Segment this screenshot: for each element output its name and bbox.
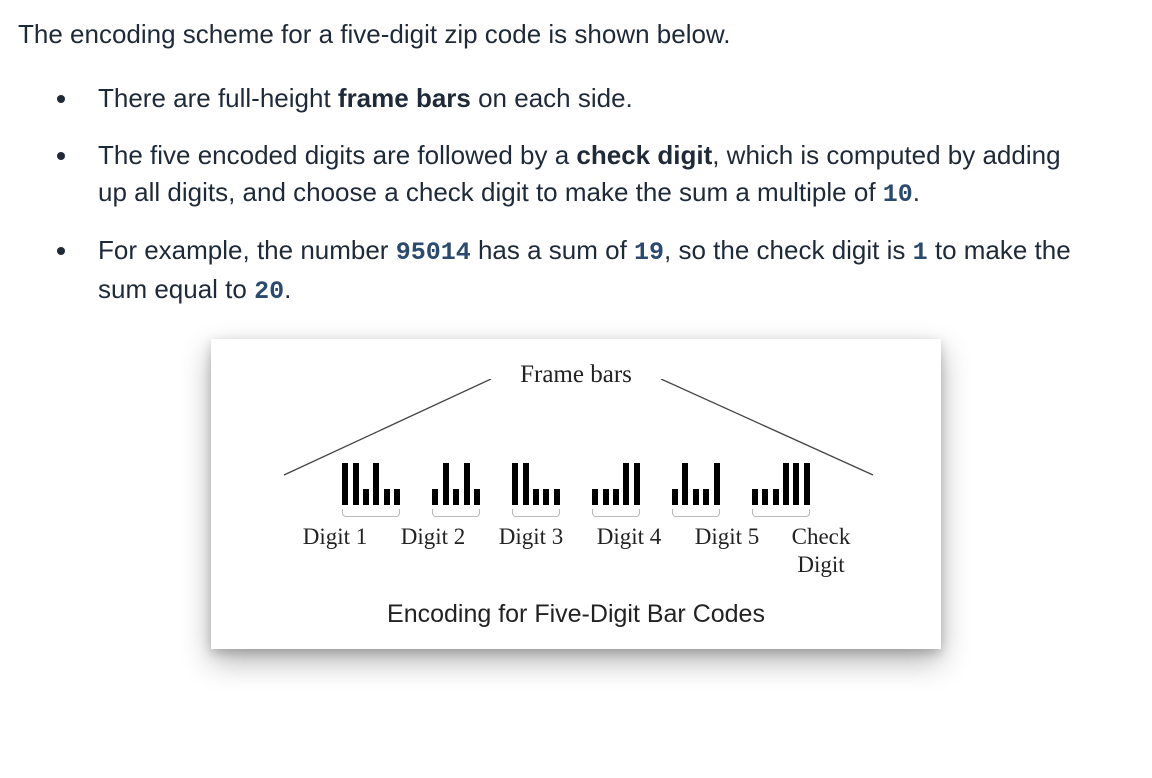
bar — [773, 489, 779, 505]
group-underline — [432, 509, 480, 517]
text: . — [284, 274, 291, 304]
bar — [342, 463, 348, 505]
figure-caption: Encoding for Five-Digit Bar Codes — [211, 600, 941, 629]
bar-group-5 — [670, 463, 722, 507]
group-underline — [672, 509, 720, 517]
bar — [443, 463, 449, 505]
bar — [543, 489, 549, 505]
barcode-figure: Frame bars Digit 1Digit 2Digit 3Digit 4D… — [211, 339, 941, 649]
bar — [762, 489, 768, 505]
digit-label: Check Digit — [782, 523, 860, 578]
text: , so the check digit is — [664, 235, 913, 265]
bar-group-4 — [590, 463, 642, 507]
bar — [623, 463, 629, 505]
bold-frame-bars: frame bars — [338, 83, 471, 113]
barcode-bars-row — [211, 447, 941, 507]
text: For example, the number — [98, 235, 396, 265]
bar — [363, 489, 369, 505]
bar — [373, 463, 379, 505]
bar — [703, 489, 709, 505]
bar — [783, 463, 789, 505]
digit-label: Digit 3 — [488, 523, 574, 578]
text: . — [913, 177, 920, 207]
bar — [592, 489, 598, 505]
text: The five encoded digits are followed by … — [98, 140, 576, 170]
group-underline — [752, 509, 810, 517]
bar — [793, 463, 799, 505]
bar — [682, 463, 688, 505]
code-20: 20 — [254, 277, 284, 306]
code-19: 19 — [634, 238, 664, 267]
code-95014: 95014 — [396, 238, 471, 267]
bar-group-6 — [750, 463, 812, 507]
bar-group-2 — [430, 463, 482, 507]
bar — [453, 489, 459, 505]
bar — [613, 489, 619, 505]
bar — [693, 489, 699, 505]
group-underline — [592, 509, 640, 517]
bar — [432, 489, 438, 505]
bar — [384, 489, 390, 505]
bar — [533, 489, 539, 505]
text: on each side. — [471, 83, 633, 113]
bar — [523, 463, 529, 505]
text: There are full-height — [98, 83, 338, 113]
bar — [752, 489, 758, 505]
bar — [394, 489, 400, 505]
intro-text: The encoding scheme for a five-digit zip… — [18, 18, 1134, 52]
bar — [603, 489, 609, 505]
text: has a sum of — [471, 235, 634, 265]
bar-group-1 — [340, 463, 402, 507]
frame-bars-label: Frame bars — [510, 361, 642, 389]
bullet-3: For example, the number 95014 has a sum … — [80, 232, 1090, 309]
bullet-2: The five encoded digits are followed by … — [80, 137, 1090, 212]
bar — [634, 463, 640, 505]
bar — [464, 463, 470, 505]
digit-label: Digit 2 — [390, 523, 476, 578]
bar — [714, 463, 720, 505]
bar-group-3 — [510, 463, 562, 507]
bar — [353, 463, 359, 505]
group-underline — [342, 509, 400, 517]
bar — [474, 489, 480, 505]
bar — [804, 463, 810, 505]
code-10: 10 — [883, 180, 913, 209]
digit-labels-row: Digit 1Digit 2Digit 3Digit 4Digit 5Check… — [211, 523, 941, 578]
code-1: 1 — [913, 238, 928, 267]
digit-label: Digit 1 — [292, 523, 378, 578]
bold-check-digit: check digit — [576, 140, 712, 170]
bar — [512, 463, 518, 505]
bullet-list: There are full-height frame bars on each… — [18, 80, 1134, 309]
bar — [554, 489, 560, 505]
digit-label: Digit 4 — [586, 523, 672, 578]
digit-label: Digit 5 — [684, 523, 770, 578]
group-underline — [512, 509, 560, 517]
bullet-1: There are full-height frame bars on each… — [80, 80, 1090, 117]
bar — [672, 489, 678, 505]
